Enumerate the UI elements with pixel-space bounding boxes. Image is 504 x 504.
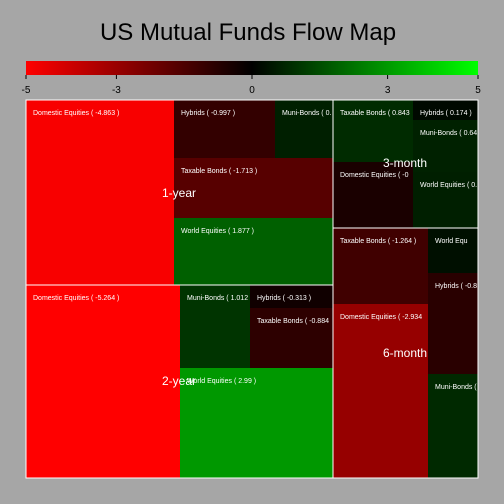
treemap-cells: Domestic Equities ( -4.863 ) Hybrids ( -0…	[25, 99, 479, 479]
cell-label: Muni-Bonds ( 0.64	[420, 130, 477, 137]
cell-label: Hybrids ( -0.313 )	[257, 295, 311, 302]
color-scale-bar	[26, 61, 478, 75]
group-6-month: Taxable Bonds ( -1.264 ) World Equ Hybrids…	[332, 227, 479, 479]
group-2-year: Domestic Equities ( -5.264 ) Muni-Bonds (…	[25, 284, 334, 479]
treemap-cell	[174, 158, 333, 218]
group-label: 1-year	[162, 186, 196, 200]
treemap-cell	[26, 100, 174, 285]
cell-label: Domestic Equities ( -2.934	[340, 314, 422, 321]
chart-title: US Mutual Funds Flow Map	[100, 19, 396, 46]
cell-label: Domestic Equities ( -0	[340, 172, 409, 179]
treemap-cell	[26, 285, 180, 478]
cell-label: Domestic Equities ( -5.264 )	[33, 295, 119, 302]
group-1-year: Domestic Equities ( -4.863 ) Hybrids ( -0…	[25, 99, 334, 286]
treemap-cell	[174, 100, 275, 158]
treemap-cell	[428, 374, 478, 478]
scale-tick-label: 5	[475, 85, 481, 96]
treemap-cell	[174, 218, 333, 285]
cell-label: World Equ	[435, 238, 468, 245]
group-label: 6-month	[383, 346, 427, 360]
treemap-cell	[413, 120, 478, 172]
group-3-month: Taxable Bonds ( 0.843 Hybrids ( 0.174 ) Mu…	[332, 99, 479, 229]
treemap-cell	[413, 172, 478, 228]
cell-label: Hybrids ( -0.997 )	[181, 110, 235, 117]
cell-label: Muni-Bonds ( 0.	[282, 110, 331, 117]
cell-label: Muni-Bonds (	[435, 384, 477, 391]
treemap-cell	[180, 368, 333, 478]
treemap-cell	[428, 273, 478, 374]
color-scale-ticks: -5 -3 0 3 5	[22, 75, 481, 96]
group-label: 3-month	[383, 156, 427, 170]
treemap-group-labels: 1-year 2-year 3-month 6-month	[162, 156, 427, 388]
cell-label: World Equities ( 0.	[420, 182, 477, 189]
treemap-cell	[333, 228, 428, 304]
treemap-cell	[333, 100, 413, 162]
treemap-cell	[333, 162, 413, 228]
cell-label: Hybrids ( 0.174 )	[420, 110, 472, 117]
treemap-cell	[333, 304, 428, 478]
treemap-cell	[413, 100, 478, 120]
group-border	[332, 227, 479, 479]
cell-label: Taxable Bonds ( -0.884	[257, 318, 329, 325]
cell-label: Taxable Bonds ( -1.264 )	[340, 238, 416, 245]
scale-tick-label: -3	[112, 85, 121, 96]
cell-label: Taxable Bonds ( -1.713 )	[181, 168, 257, 175]
cell-label: Taxable Bonds ( 0.843	[340, 110, 410, 117]
cell-label: Domestic Equities ( -4.863 )	[33, 110, 119, 117]
cell-label: World Equities ( 1.877 )	[181, 228, 254, 235]
scale-tick-label: 0	[249, 85, 255, 96]
scale-tick-label: 3	[385, 85, 391, 96]
treemap-cell	[250, 285, 333, 308]
group-label: 2-year	[162, 374, 196, 388]
treemap-cell	[180, 285, 250, 368]
scale-tick-label: -5	[22, 85, 31, 96]
cell-label: World Equities ( 2.99 )	[187, 378, 256, 385]
cell-label: Hybrids ( -0.8	[435, 283, 477, 290]
treemap-cell	[250, 308, 333, 368]
treemap-cell	[275, 100, 333, 158]
cell-label: Muni-Bonds ( 1.012	[187, 295, 248, 302]
treemap-cell	[428, 228, 478, 273]
